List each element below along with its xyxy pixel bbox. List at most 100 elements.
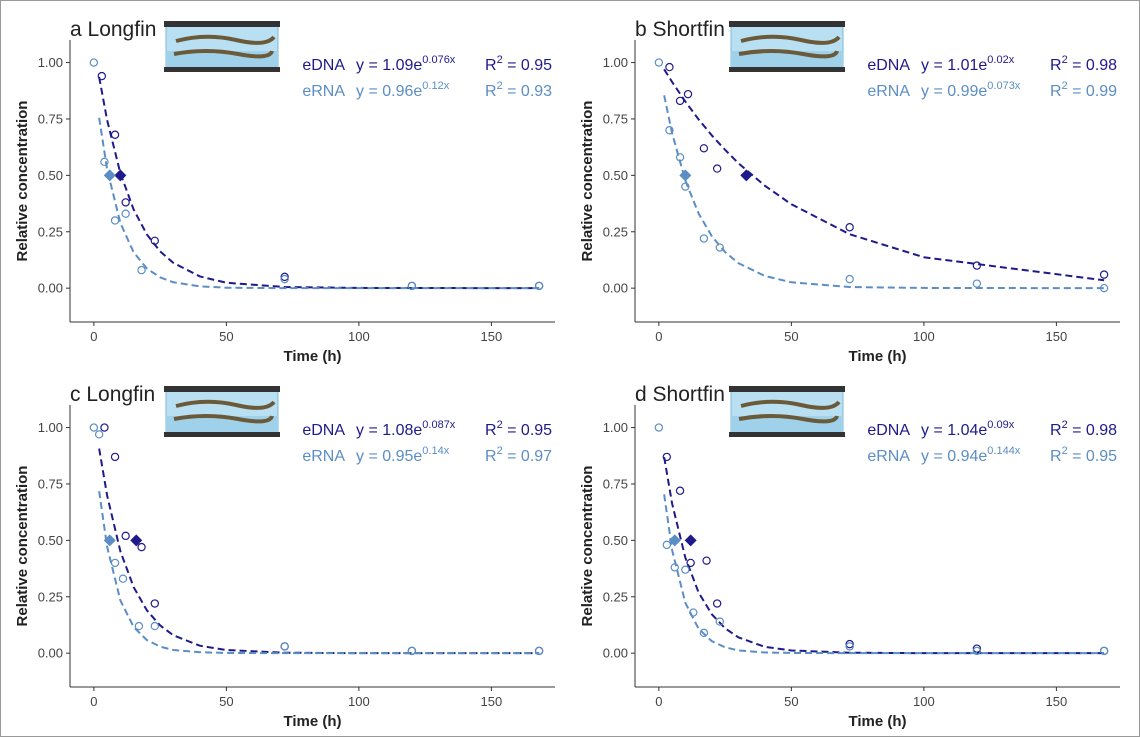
equation-base: y = 0.94e [921, 448, 987, 465]
equation-base: y = 0.95e [356, 448, 422, 465]
equation: y = 1.09e0.076x [356, 54, 456, 74]
point [1099, 283, 1109, 293]
point [845, 274, 854, 284]
panel: 0.00 0.25 0.50 0.75 1.00 0 50 100 150 Time (h) Rel… [579, 18, 1120, 365]
r-squared: R2 = 0.97 [485, 445, 552, 465]
point [712, 164, 722, 173]
x-axis-label: Time (h) [848, 348, 906, 365]
legend-name: eRNA [302, 83, 345, 100]
r-squared: R2 = 0.95 [1050, 445, 1117, 465]
point [715, 243, 725, 252]
y-tick-label: 0.75 [38, 111, 63, 126]
y-tick-label: 0.00 [603, 281, 628, 296]
point [699, 144, 709, 153]
point [662, 452, 672, 462]
fit-line [663, 494, 1105, 655]
equation: y = 0.94e0.144x [921, 445, 1021, 465]
equation-base: y = 1.09e [356, 57, 422, 74]
point [407, 281, 417, 291]
r-squared-sup: 2 [497, 445, 503, 457]
y-axis-label: Relative concentration [14, 101, 31, 262]
equation-base: y = 0.99e [921, 83, 987, 100]
y-tick-label: 0.25 [603, 224, 628, 239]
equation: y = 0.96e0.12x [356, 80, 450, 100]
point [665, 62, 674, 72]
point [534, 281, 544, 291]
point [89, 423, 99, 432]
r-squared: R2 = 0.98 [1050, 54, 1117, 74]
equation-exponent: 0.12x [422, 80, 449, 92]
x-tick-label: 150 [1046, 694, 1068, 709]
equation: y = 1.01e0.02x [921, 54, 1015, 74]
point [1099, 646, 1109, 656]
r-squared-label: R [1050, 83, 1062, 100]
equation-exponent: 0.02x [987, 54, 1014, 66]
point [89, 58, 99, 67]
x-axis-label: Time (h) [848, 713, 906, 730]
r-squared-sup: 2 [497, 80, 503, 92]
r-squared-label: R [1050, 448, 1062, 465]
point [845, 223, 854, 232]
r-squared-label: R [1050, 57, 1062, 74]
r-squared: R2 = 0.99 [1050, 80, 1117, 100]
panel: 0.00 0.25 0.50 0.75 1.00 0 50 100 150 Time (h) Rel… [14, 383, 555, 730]
panel-title: d Shortfin [635, 383, 725, 406]
y-tick-label: 0.75 [38, 476, 63, 491]
point [845, 639, 854, 649]
r-squared-value: = 0.95 [503, 57, 552, 74]
y-tick-label: 0.25 [603, 589, 628, 604]
point [110, 216, 120, 225]
y-tick-label: 0.00 [38, 646, 63, 661]
point [100, 157, 109, 167]
panel-title: b Shortfin [635, 18, 725, 41]
point [675, 96, 685, 106]
point [683, 89, 693, 99]
legend-name: eDNA [302, 422, 345, 439]
x-tick-label: 0 [90, 329, 97, 344]
point [712, 599, 722, 608]
r-squared: R2 = 0.95 [485, 419, 552, 439]
r-squared-sup: 2 [1062, 54, 1068, 66]
legend-name: eDNA [302, 57, 345, 74]
point [110, 130, 120, 139]
point [1099, 270, 1109, 279]
y-tick-label: 1.00 [603, 420, 628, 435]
equation-base: y = 0.96e [356, 83, 422, 100]
point [702, 556, 711, 565]
y-tick-label: 0.50 [603, 533, 628, 548]
x-tick-label: 100 [348, 329, 370, 344]
point [110, 558, 120, 568]
equation-exponent: 0.076x [422, 54, 456, 66]
equation-exponent: 0.09x [987, 419, 1014, 431]
tank-icon [162, 384, 282, 439]
r-squared: R2 = 0.95 [485, 54, 552, 74]
legend-name: eRNA [302, 448, 345, 465]
r-squared-label: R [485, 83, 497, 100]
x-tick-label: 50 [784, 694, 798, 709]
x-tick-label: 50 [784, 329, 798, 344]
panel: 0.00 0.25 0.50 0.75 1.00 0 50 100 150 Time (h) Rel… [579, 383, 1120, 730]
equation-exponent: 0.073x [987, 80, 1021, 92]
panel-title: a Longfin [70, 18, 156, 41]
x-axis-label: Time (h) [283, 348, 341, 365]
r-squared-value: = 0.95 [1068, 448, 1117, 465]
point [280, 642, 289, 651]
y-tick-label: 1.00 [603, 55, 628, 70]
point [110, 452, 120, 462]
half-life-marker [114, 169, 127, 182]
y-tick-label: 0.75 [603, 111, 628, 126]
equation-base: y = 1.01e [921, 57, 987, 74]
r-squared-label: R [1050, 422, 1062, 439]
x-tick-label: 50 [219, 694, 233, 709]
tank-icon [162, 19, 282, 74]
legend-name: eDNA [867, 57, 910, 74]
half-life-marker [679, 169, 692, 182]
x-tick-label: 50 [219, 329, 233, 344]
r-squared-value: = 0.93 [503, 83, 552, 100]
point [121, 531, 130, 541]
r-squared-sup: 2 [497, 54, 503, 66]
point [134, 621, 144, 631]
x-tick-label: 150 [1046, 329, 1068, 344]
r-squared-sup: 2 [1062, 419, 1068, 431]
